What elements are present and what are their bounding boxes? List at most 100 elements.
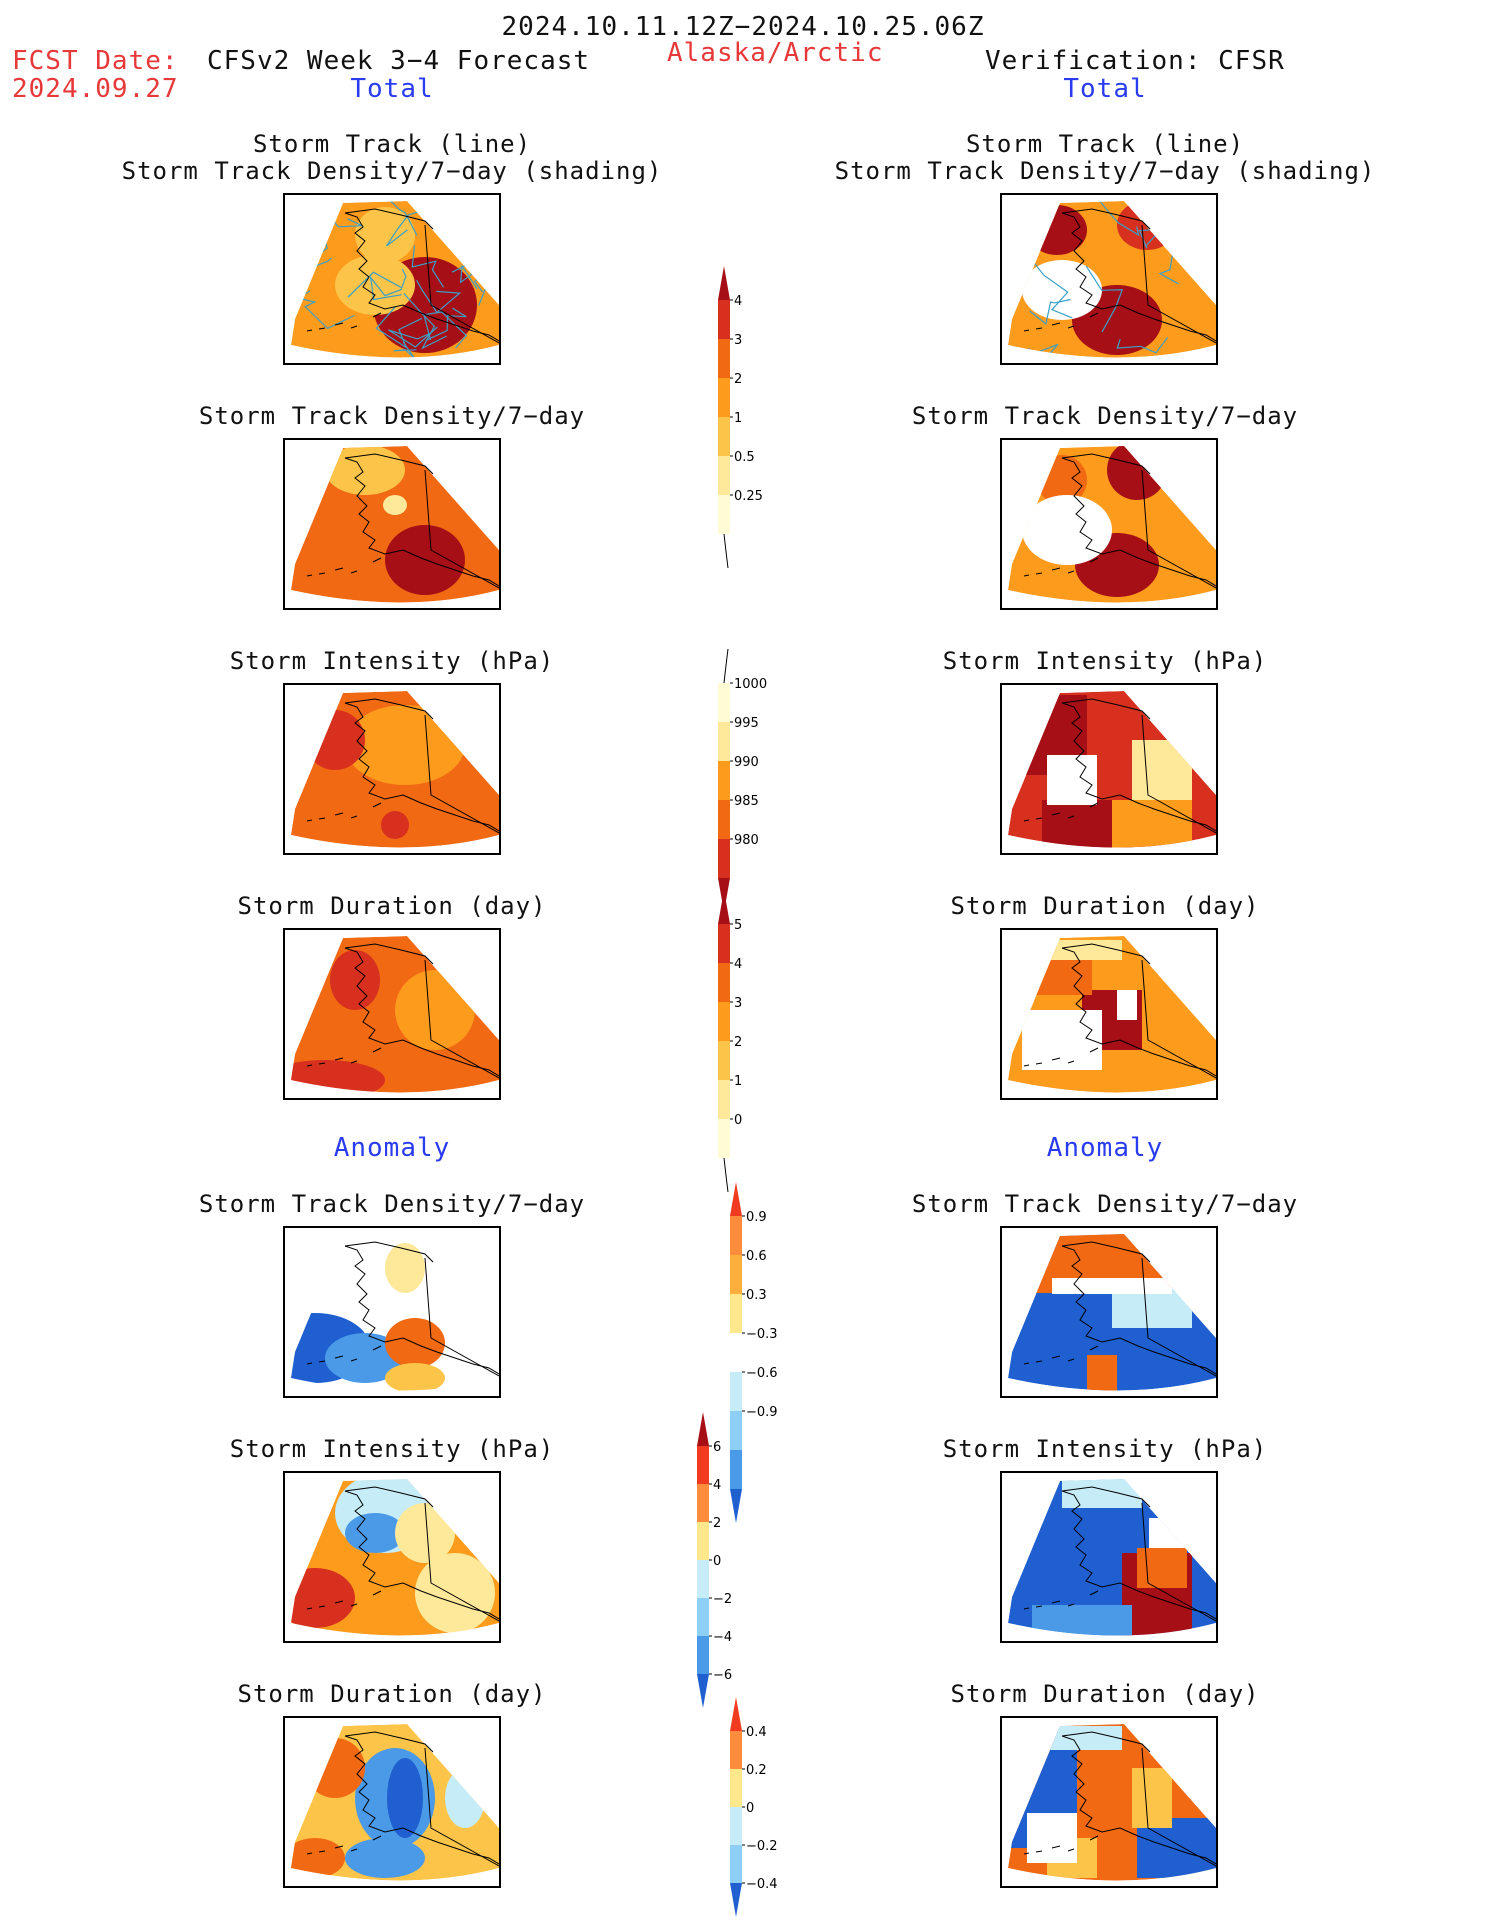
colorbar-segment: [697, 1598, 709, 1636]
aleutian-islands: [1023, 557, 1099, 577]
verification-title: Verification: CFSR: [985, 46, 1285, 76]
colorbar-segment: [697, 1560, 709, 1598]
map-field-blob: [387, 1758, 423, 1838]
storm-track: [385, 207, 432, 247]
map-field-blob: [325, 1333, 405, 1383]
colorbar-label: −0.9: [746, 1405, 778, 1420]
colorbar-segment: [730, 1731, 742, 1769]
canada-border: [1141, 1502, 1216, 1622]
alaska-coastline: [344, 943, 499, 1077]
aleutian-islands: [306, 802, 382, 822]
map-field-blob: [325, 446, 405, 495]
map-fcst-anom-intensity: [283, 1471, 501, 1643]
storm-track: [1029, 298, 1071, 325]
aleutian-islands: [1023, 1590, 1099, 1610]
canada-border: [424, 959, 499, 1079]
map-field-blob: [445, 1768, 485, 1828]
map-obs-anom-intensity: [1000, 1471, 1218, 1643]
colorbar-label: 0.5: [734, 450, 755, 465]
canada-border: [424, 224, 499, 344]
colorbar-segment: [730, 1807, 742, 1845]
storm-track: [403, 292, 468, 349]
map-obs-track: [1000, 193, 1218, 365]
map-fcst-track: [283, 193, 501, 365]
period-title: 2024.10.11.12Z−2024.10.25.06Z: [501, 12, 985, 42]
canada-border: [1141, 469, 1216, 589]
left-duration-title: Storm Duration (day): [237, 892, 547, 920]
colorbar-label: 4: [734, 957, 742, 972]
left-track-title-line: Storm Track (line): [252, 130, 532, 158]
colorbar-label: 1: [734, 411, 742, 426]
map-obs-density: [1000, 438, 1218, 610]
map-field-blob: [345, 1838, 425, 1878]
left-anomaly-label: Anomaly: [333, 1133, 451, 1163]
storm-track: [393, 341, 417, 358]
colorbar-segment: [718, 963, 730, 1002]
map-field-blob: [1022, 495, 1112, 565]
aleutian-islands: [306, 1835, 382, 1855]
storm-track: [291, 290, 311, 332]
alaska-coastline: [344, 208, 499, 342]
colorbar-segment: [718, 722, 730, 761]
storm-track: [408, 201, 445, 212]
colorbar-bottom-tail: [723, 1157, 729, 1193]
colorbar-segment: [718, 456, 730, 495]
map-field-blob: [381, 811, 409, 839]
map-obs-anom-duration: [1000, 1716, 1218, 1888]
colorbar-label: 3: [734, 996, 742, 1011]
map-field-cell: [1032, 1605, 1132, 1636]
canada-border: [1141, 1257, 1216, 1377]
map-field-cell: [1112, 800, 1192, 848]
colorbar-label: 2: [734, 372, 742, 387]
map-field-blob: [305, 1738, 365, 1798]
colorbar-segment: [718, 300, 730, 339]
aleutian-islands: [306, 1590, 382, 1610]
colorbar-segment: [697, 1636, 709, 1674]
storm-track: [411, 245, 445, 288]
colorbar-segment: [718, 800, 730, 839]
colorbar-segment: [718, 417, 730, 456]
colorbar-segment: [697, 1446, 709, 1484]
right-total-label: Total: [1063, 74, 1147, 104]
map-field-blob: [330, 950, 380, 1010]
storm-track: [425, 307, 467, 342]
colorbar-bottom-tail: [723, 533, 729, 569]
aleutian-islands: [1023, 802, 1099, 822]
canada-border: [424, 1502, 499, 1622]
left-intensity-title: Storm Intensity (hPa): [229, 647, 555, 675]
colorbar-label: 0: [734, 1113, 742, 1128]
canada-border: [1141, 224, 1216, 344]
left-anom-duration-title: Storm Duration (day): [237, 1680, 547, 1708]
storm-track: [421, 314, 447, 350]
left-anom-intensity-title: Storm Intensity (hPa): [229, 1435, 555, 1463]
colorbar-segment: [697, 1484, 709, 1522]
map-field-blob: [1027, 205, 1087, 255]
colorbar-top-arrow: [718, 266, 730, 300]
alaska-coastline: [1061, 1241, 1216, 1375]
right-intensity-title: Storm Intensity (hPa): [942, 647, 1268, 675]
colorbar-label: 5: [734, 918, 742, 933]
colorbar-bottom-arrow: [697, 1674, 709, 1708]
colorbar-label: −6: [713, 1668, 732, 1683]
alaska-coastline: [344, 1486, 499, 1620]
map-field-cell: [1047, 755, 1097, 805]
storm-track: [471, 220, 499, 246]
colorbar-label: 0.2: [746, 1763, 767, 1778]
storm-track: [1095, 201, 1140, 237]
colorbar-label: 1000: [734, 677, 767, 692]
model-title: CFSv2 Week 3−4 Forecast: [207, 46, 591, 76]
colorbar-bottom-arrow: [730, 1489, 742, 1523]
left-track-title-shading: Storm Track Density/7−day (shading): [121, 157, 663, 185]
storm-track: [1116, 336, 1169, 354]
colorbar-segment: [697, 1522, 709, 1560]
canada-border: [424, 1257, 499, 1377]
right-anomaly-label: Anomaly: [1046, 1133, 1164, 1163]
right-anom-intensity-title: Storm Intensity (hPa): [942, 1435, 1268, 1463]
colorbar-label: 4: [734, 294, 742, 309]
map-field-blob: [395, 1503, 455, 1563]
colorbar-segment: [718, 683, 730, 722]
right-anom-density-title: Storm Track Density/7−day: [911, 1190, 1299, 1218]
colorbar-label: 0.9: [746, 1210, 767, 1225]
canada-border: [1141, 959, 1216, 1079]
aleutian-islands: [1023, 1835, 1099, 1855]
